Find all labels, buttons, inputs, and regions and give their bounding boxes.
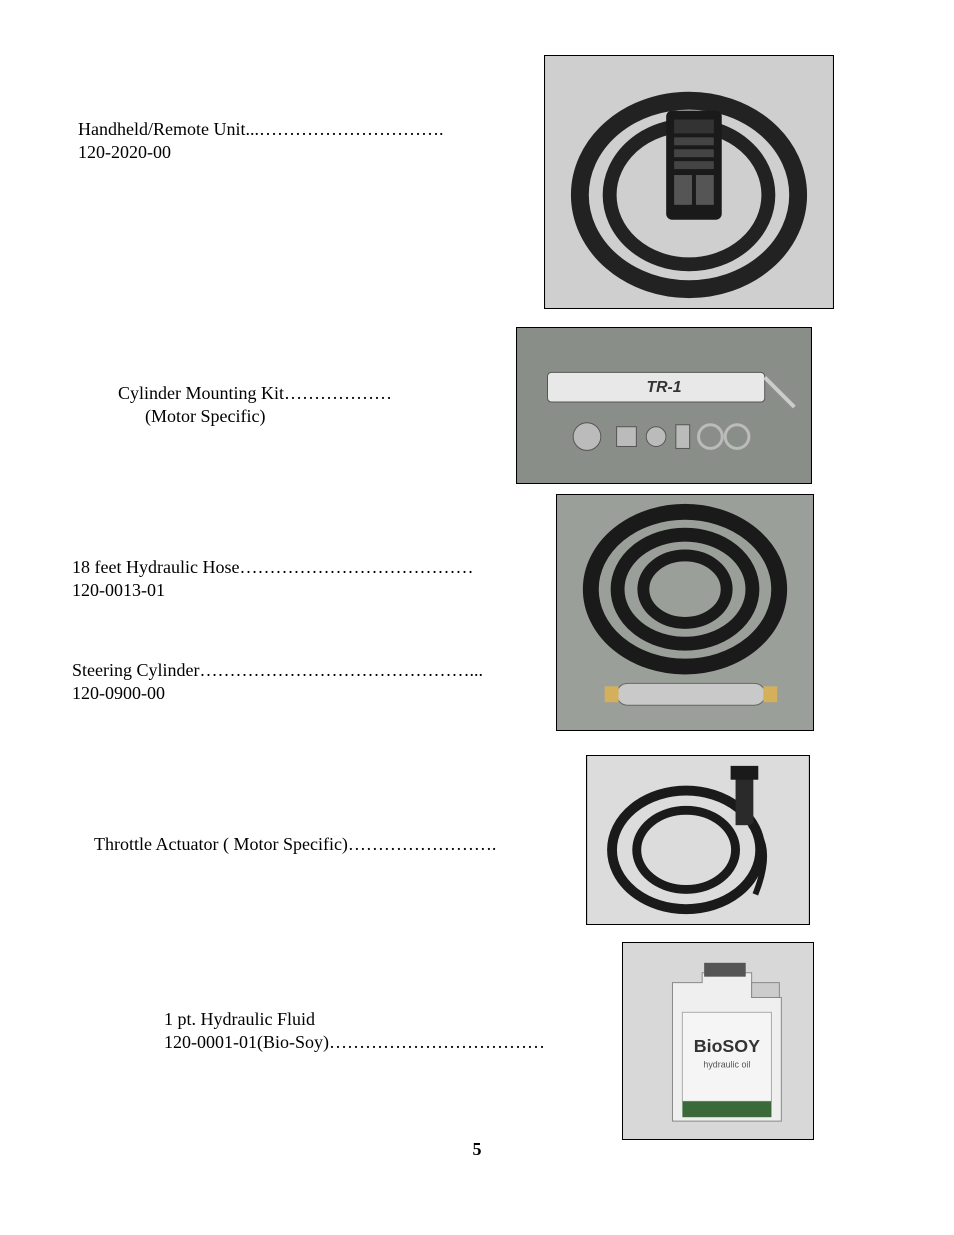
item-handheld-image — [544, 55, 834, 309]
line: 120-0900-00 — [72, 682, 483, 705]
line: 120-0001-01(Bio-Soy)……………………………… — [164, 1031, 545, 1054]
svg-text:BioSOY: BioSOY — [694, 1036, 760, 1056]
svg-text:TR-1: TR-1 — [646, 379, 681, 396]
line: Throttle Actuator ( Motor Specific)……………… — [94, 833, 496, 856]
svg-text:hydraulic oil: hydraulic oil — [703, 1060, 750, 1070]
actuator-photo-icon — [587, 756, 809, 924]
line: Handheld/Remote Unit...…………………………. — [78, 118, 443, 141]
line: (Motor Specific) — [118, 405, 392, 428]
hose-photo-icon — [557, 495, 813, 730]
item-mounting-kit-text: Cylinder Mounting Kit……………… (Motor Speci… — [118, 382, 392, 429]
line: Cylinder Mounting Kit……………… — [118, 382, 392, 405]
item-hose-text: 18 feet Hydraulic Hose………………………………… 120-… — [72, 556, 473, 603]
item-fluid-text: 1 pt. Hydraulic Fluid 120-0001-01(Bio-So… — [164, 1008, 545, 1055]
line: 1 pt. Hydraulic Fluid — [164, 1008, 545, 1031]
line: 120-2020-00 — [78, 141, 443, 164]
fluid-photo-icon: BioSOY hydraulic oil — [623, 943, 813, 1139]
kit-photo-icon: TR-1 — [517, 328, 811, 483]
remote-photo-icon — [545, 56, 833, 308]
line: 18 feet Hydraulic Hose………………………………… — [72, 556, 473, 579]
item-cylinder-text: Steering Cylinder………………………………………... 120-… — [72, 659, 483, 706]
item-throttle-image — [586, 755, 810, 925]
item-handheld-text: Handheld/Remote Unit...…………………………. 120-2… — [78, 118, 443, 165]
item-hose-cylinder-image — [556, 494, 814, 731]
page-number: 5 — [0, 1139, 954, 1160]
line: 120-0013-01 — [72, 579, 473, 602]
item-mounting-kit-image: TR-1 — [516, 327, 812, 484]
item-fluid-image: BioSOY hydraulic oil — [622, 942, 814, 1140]
item-throttle-text: Throttle Actuator ( Motor Specific)……………… — [94, 833, 496, 856]
line: Steering Cylinder………………………………………... — [72, 659, 483, 682]
page: Handheld/Remote Unit...…………………………. 120-2… — [0, 0, 954, 1235]
